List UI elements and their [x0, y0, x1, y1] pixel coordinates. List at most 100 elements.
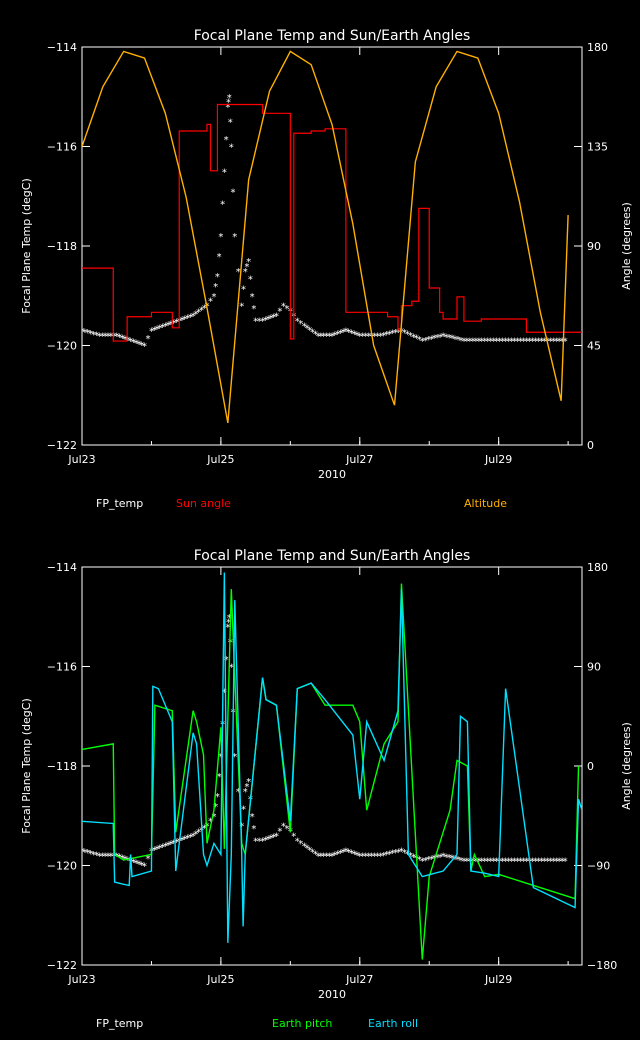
fp-temp-point: *: [327, 852, 332, 863]
fp-temp-point: *: [378, 332, 383, 343]
fp-temp-point: *: [453, 334, 458, 345]
plot-frame: [81, 566, 583, 966]
sun-angle-line: [82, 103, 582, 342]
fp-temp-point: *: [145, 334, 150, 345]
fp-temp-point: *: [302, 842, 307, 853]
fp-temp-point: *: [491, 337, 496, 348]
fp-temp-point: *: [384, 330, 389, 341]
fp-temp-point: *: [464, 337, 469, 348]
fp-temp-point: *: [108, 332, 113, 343]
fp-temp-point: *: [114, 332, 119, 343]
fp-temp-point: *: [527, 337, 532, 348]
fp-temp-point: *: [372, 332, 377, 343]
fp-temp-point: *: [313, 330, 318, 341]
fp-temp-point: *: [357, 332, 362, 343]
fp-temp-point: *: [85, 848, 90, 859]
fp-temp-point: *: [458, 856, 463, 867]
fp-temp-point: *: [196, 828, 201, 839]
fp-temp-point: *: [281, 302, 286, 313]
fp-temp-point: *: [145, 854, 150, 865]
fp-temp-point: *: [408, 331, 413, 342]
fp-temp-point: *: [396, 847, 401, 858]
fp-temp-point: *: [414, 334, 419, 345]
fp-temp-point: *: [134, 339, 139, 350]
fp-temp-point: *: [387, 849, 392, 860]
fp-temp-point: *: [551, 337, 556, 348]
fp-temp-point: *: [506, 337, 511, 348]
fp-temp-point: *: [411, 332, 416, 343]
fp-temp-point: *: [423, 336, 428, 347]
fp-temp-point: *: [222, 687, 227, 698]
fp-temp-point: *: [171, 839, 176, 850]
fp-temp-point: *: [503, 857, 508, 868]
fp-temp-point: *: [479, 857, 484, 868]
fp-temp-point: *: [381, 851, 386, 862]
fp-temp-point: *: [390, 849, 395, 860]
fp-temp-point: *: [357, 852, 362, 863]
x-tick-label: Jul29: [484, 453, 512, 466]
fp-temp-point: *: [136, 860, 141, 871]
fp-temp-point: *: [343, 847, 348, 858]
x-tick-label: Jul27: [345, 453, 373, 466]
fp-temp-point: *: [530, 857, 535, 868]
fp-temp-point: *: [224, 135, 229, 146]
fp-temp-point: *: [174, 838, 179, 849]
fp-temp-point: *: [324, 852, 329, 863]
fp-temp-point: *: [139, 861, 144, 872]
fp-temp-point: *: [193, 830, 198, 841]
fp-temp-point: *: [246, 777, 251, 788]
fp-temp-point: *: [369, 852, 374, 863]
fp-temp-point: *: [168, 840, 173, 851]
fp-temp-point: *: [324, 332, 329, 343]
fp-temp-point: *: [231, 187, 236, 198]
fp-temp-point: *: [343, 327, 348, 338]
y-left-tick-label: −120: [47, 860, 77, 873]
fp-temp-point: *: [554, 337, 559, 348]
fp-temp-point: *: [346, 328, 351, 339]
fp-temp-point: *: [390, 329, 395, 340]
fp-temp-point: *: [82, 327, 87, 338]
fp-temp-point: *: [494, 337, 499, 348]
fp-temp-point: *: [260, 837, 265, 848]
fp-temp-point: *: [160, 843, 165, 854]
fp-temp-point: *: [429, 854, 434, 865]
y-left-tick-label: −116: [47, 141, 77, 154]
fp-temp-point: *: [171, 319, 176, 330]
fp-temp-point: *: [142, 342, 147, 353]
fp-temp-point: *: [100, 332, 105, 343]
fp-temp-point: *: [384, 850, 389, 861]
fp-temp-point: *: [152, 326, 157, 337]
fp-temp-point: *: [335, 850, 340, 861]
fp-temp-point: *: [226, 98, 231, 109]
y-right-tick-label: 0: [587, 439, 594, 452]
fp-temp-point: *: [103, 332, 108, 343]
fp-temp-point: *: [241, 284, 246, 295]
fp-temp-point: *: [411, 852, 416, 863]
fp-temp-point: *: [251, 824, 256, 835]
fp-temp-point: *: [533, 337, 538, 348]
fp-temp-point: *: [97, 332, 102, 343]
y-left-tick-label: −114: [47, 41, 77, 54]
y-right-tick-label: 180: [587, 41, 608, 54]
fp-temp-point: *: [417, 855, 422, 866]
fp-temp-point: *: [180, 836, 185, 847]
fp-temp-point: *: [521, 857, 526, 868]
fp-temp-point: *: [241, 804, 246, 815]
fp-temp-point: *: [224, 655, 229, 666]
y-right-tick-label: 180: [587, 561, 608, 574]
fp-temp-point: *: [163, 842, 168, 853]
fp-temp-point: *: [91, 850, 96, 861]
fp-temp-point: *: [182, 835, 187, 846]
fp-temp-point: *: [239, 302, 244, 313]
fp-temp-point: *: [142, 862, 147, 873]
fp-temp-point: *: [188, 833, 193, 844]
fp-temp-point: *: [136, 340, 141, 351]
fp-temp-point: *: [557, 857, 562, 868]
fp-temp-point: *: [405, 849, 410, 860]
fp-temp-point: *: [515, 337, 520, 348]
fp-temp-point: *: [438, 852, 443, 863]
fp-temp-point: *: [155, 325, 160, 336]
fp-temp-point: *: [461, 857, 466, 868]
fp-temp-point: *: [166, 841, 171, 852]
